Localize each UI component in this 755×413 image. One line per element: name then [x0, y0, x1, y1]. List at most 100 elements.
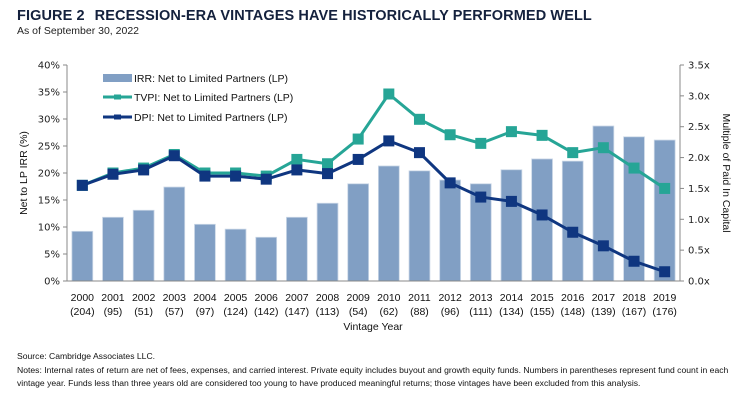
line-series — [76, 88, 671, 278]
x-tick-label: 2012 — [438, 292, 462, 304]
bar-irr-2019 — [653, 139, 676, 282]
x-fund-count-label: (176) — [652, 306, 677, 318]
y2-tick-label: 3.5x — [688, 61, 710, 72]
marker-dpi-2018 — [628, 255, 640, 267]
marker-dpi-2007 — [291, 164, 303, 176]
marker-dpi-2015 — [536, 209, 548, 221]
marker-dpi-2011 — [413, 147, 425, 159]
marker-dpi-2013 — [475, 191, 487, 203]
marker-tvpi-2016 — [567, 147, 579, 159]
marker-tvpi-2007 — [291, 153, 303, 165]
chart: 0% 5% 10% 15% 20% 25% 30% 35% 40% 0.0x 0.5x 1.0x 1.5… — [18, 61, 732, 334]
x-tick-label: 2002 — [132, 292, 156, 304]
x-fund-count-label: (88) — [410, 306, 429, 318]
x-tick-label: 2009 — [346, 292, 370, 304]
bar-irr-2006 — [255, 236, 278, 282]
bar-irr-2004 — [194, 223, 216, 282]
x-tick-label: 2014 — [500, 292, 524, 304]
marker-dpi-2002 — [138, 164, 150, 176]
figure-title: FIGURE 2 RECESSION-ERA VINTAGES HAVE HIST… — [17, 8, 592, 24]
x-fund-count-label: (167) — [622, 306, 647, 318]
x-tick-label: 2010 — [377, 292, 401, 304]
x-fund-count-label: (142) — [254, 306, 279, 318]
y-tick-label: 20% — [38, 169, 60, 180]
marker-tvpi-2014 — [505, 126, 517, 138]
x-tick-label: 2008 — [316, 292, 340, 304]
bar-irr-2010 — [378, 165, 400, 282]
x-fund-count-label: (51) — [134, 306, 153, 318]
bar-irr-2014 — [500, 169, 523, 282]
figure-subtitle: As of September 30, 2022 — [17, 25, 139, 37]
x-fund-count-label: (124) — [223, 306, 248, 318]
x-tick-label: 2011 — [408, 292, 431, 304]
x-fund-count-label: (111) — [469, 306, 492, 318]
marker-dpi-2016 — [567, 226, 579, 238]
marker-dpi-2000 — [76, 179, 88, 191]
axes: 0% 5% 10% 15% 20% 25% 30% 35% 40% 0.0x 0.5x 1.0x 1.5… — [38, 61, 710, 319]
x-fund-count-label: (148) — [560, 306, 585, 318]
y2-tick-label: 1.5x — [688, 184, 710, 195]
x-axis-title: Vintage Year — [343, 321, 403, 333]
x-tick-label: 2000 — [71, 292, 95, 304]
marker-tvpi-2019 — [659, 182, 671, 194]
x-tick-label: 2001 — [101, 292, 125, 304]
y-tick-label: 15% — [38, 196, 60, 207]
marker-dpi-2010 — [383, 135, 395, 147]
x-fund-count-label: (54) — [349, 306, 368, 318]
marker-tvpi-2013 — [475, 137, 487, 149]
y2-tick-label: 3.0x — [688, 91, 710, 102]
x-fund-count-label: (155) — [530, 306, 555, 318]
x-tick-label: 2013 — [469, 292, 493, 304]
marker-dpi-2004 — [199, 170, 211, 182]
x-tick-label: 2005 — [224, 292, 248, 304]
marker-tvpi-2008 — [322, 158, 334, 170]
x-fund-count-label: (57) — [165, 306, 184, 318]
bar-irr-2011 — [408, 170, 431, 282]
y-tick-label: 35% — [38, 88, 60, 99]
x-fund-count-label: (147) — [285, 306, 310, 318]
marker-dpi-2017 — [597, 240, 609, 252]
y-tick-label: 30% — [38, 115, 60, 126]
bar-irr-2009 — [347, 183, 369, 282]
bar-irr-2012 — [439, 179, 461, 282]
legend-swatch-dpi-marker — [114, 114, 121, 120]
marker-dpi-2012 — [444, 177, 456, 189]
x-tick-label: 2017 — [592, 292, 616, 304]
notes: Notes: Internal rates of return are net … — [17, 364, 729, 389]
legend-label-irr: IRR: Net to Limited Partners (LP) — [134, 73, 288, 85]
legend: IRR: Net to Limited Partners (LP) TVPI: … — [103, 73, 293, 124]
x-tick-label: 2007 — [285, 292, 309, 304]
marker-dpi-2003 — [168, 150, 180, 162]
y-tick-label: 10% — [38, 223, 60, 234]
bar-irr-2005 — [224, 228, 247, 282]
bar-irr-2000 — [71, 230, 94, 282]
x-tick-label: 2003 — [163, 292, 187, 304]
marker-dpi-2014 — [505, 195, 517, 207]
legend-label-tvpi: TVPI: Net to Limited Partners (LP) — [134, 92, 293, 104]
marker-tvpi-2017 — [597, 142, 609, 154]
x-fund-count-label: (95) — [104, 306, 123, 318]
y2-tick-label: 0.5x — [688, 246, 710, 257]
marker-dpi-2001 — [107, 168, 119, 180]
figure-number: FIGURE 2 — [17, 8, 85, 24]
y-tick-label: 5% — [44, 250, 60, 261]
y-tick-label: 25% — [38, 142, 60, 153]
bar-irr-2007 — [286, 216, 308, 282]
marker-tvpi-2009 — [352, 133, 364, 145]
y2-tick-label: 2.0x — [688, 153, 710, 164]
x-tick-label: 2018 — [622, 292, 646, 304]
x-tick-label: 2006 — [255, 292, 279, 304]
y2-tick-label: 2.5x — [688, 122, 710, 133]
x-tick-label: 2019 — [653, 292, 677, 304]
x-fund-count-label: (204) — [70, 306, 95, 318]
footer: Source: Cambridge Associates LLC. Notes:… — [17, 350, 742, 391]
legend-swatch-tvpi-marker — [114, 94, 121, 100]
source-note: Source: Cambridge Associates LLC. — [17, 351, 156, 361]
legend-swatch-irr — [103, 74, 132, 82]
x-fund-count-label: (139) — [591, 306, 616, 318]
y-tick-label: 0% — [44, 277, 60, 288]
x-tick-label: 2015 — [530, 292, 554, 304]
x-fund-count-label: (62) — [379, 306, 398, 318]
x-fund-count-label: (96) — [441, 306, 460, 318]
x-fund-count-label: (113) — [316, 306, 340, 318]
